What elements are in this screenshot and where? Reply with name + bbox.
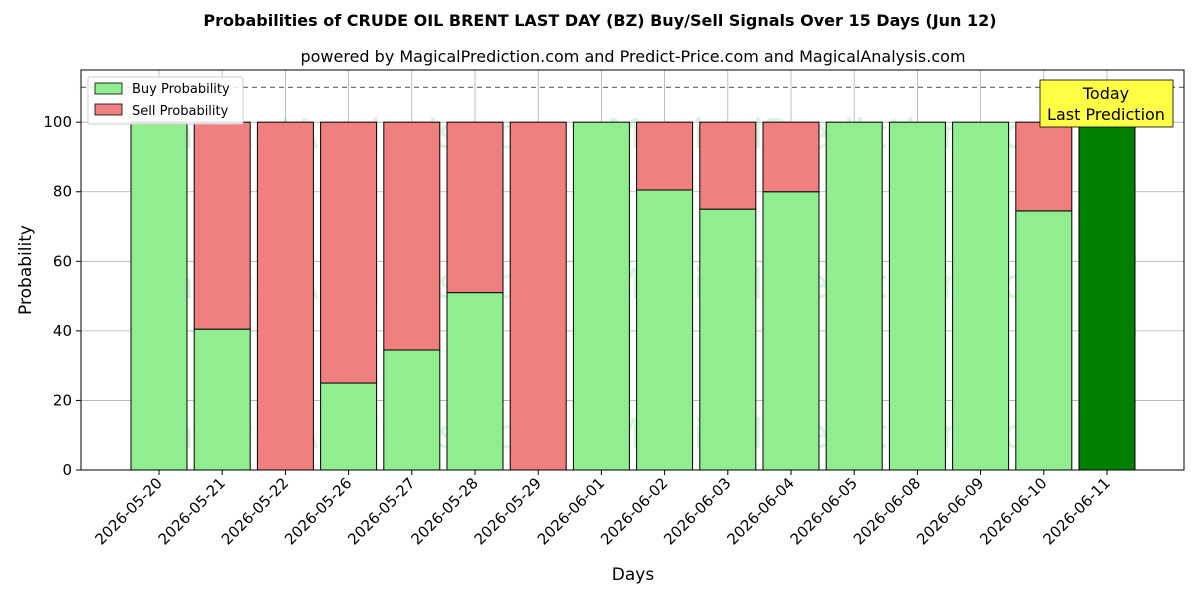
x-tick-label: 2026-06-02: [597, 474, 671, 548]
bar-sell: [320, 121, 378, 384]
x-tick-label: 2026-05-26: [281, 474, 355, 548]
x-axis-ticks: 2026-05-202026-05-212026-05-222026-05-26…: [91, 470, 1114, 548]
bar-sell: [699, 121, 757, 210]
bar-sell: [256, 121, 314, 471]
bar-sell: [762, 121, 820, 193]
x-tick-label: 2026-06-03: [660, 474, 734, 548]
x-tick-label: 2026-06-09: [913, 474, 987, 548]
x-tick-label: 2026-06-01: [534, 474, 608, 548]
x-tick-label: 2026-05-21: [155, 474, 229, 548]
bar-buy: [446, 292, 504, 471]
x-tick-label: 2026-06-04: [723, 474, 797, 548]
annotation-line-1: Today: [1082, 84, 1129, 103]
x-tick-label: 2026-06-08: [850, 474, 924, 548]
bars: [130, 121, 1136, 471]
x-tick-label: 2026-06-11: [1039, 474, 1113, 548]
x-tick-label: 2026-06-10: [976, 474, 1050, 548]
y-axis-label: Probability: [16, 225, 36, 315]
legend: Buy Probability Sell Probability: [87, 76, 244, 125]
x-tick-label: 2026-05-28: [407, 474, 481, 548]
legend-swatch-buy: [94, 82, 123, 95]
bar-buy: [952, 121, 1010, 471]
legend-label-buy: Buy Probability: [132, 82, 230, 97]
bar-buy: [383, 349, 441, 471]
x-tick-label: 2026-05-29: [471, 474, 545, 548]
bar-buy: [193, 328, 251, 471]
annotation-box: [1039, 79, 1174, 128]
bar-sell: [383, 121, 441, 351]
x-axis-label: Days: [612, 565, 655, 585]
chart-title: Probabilities of CRUDE OIL BRENT LAST DA…: [203, 11, 996, 30]
x-tick-label: 2026-06-05: [787, 474, 861, 548]
y-tick-label: 40: [53, 322, 72, 340]
bar-sell: [1015, 121, 1073, 212]
legend-box: [87, 76, 244, 125]
x-tick-label: 2026-05-22: [218, 474, 292, 548]
bar-sell: [509, 121, 567, 471]
y-tick-label: 60: [53, 252, 72, 270]
annotation-line-2: Last Prediction: [1047, 105, 1165, 124]
bar-buy: [636, 189, 694, 471]
bar-buy: [572, 121, 630, 471]
y-tick-label: 0: [62, 461, 72, 479]
y-tick-label: 80: [53, 183, 72, 201]
y-axis-ticks: 0 20 40 60 80 100: [43, 113, 81, 479]
bar-sell: [193, 121, 251, 330]
y-tick-label: 20: [53, 391, 72, 409]
bar-sell: [636, 121, 694, 191]
bar-buy: [762, 191, 820, 471]
bar-buy: [825, 121, 883, 471]
x-tick-label: 2026-05-27: [344, 474, 418, 548]
bar-buy: [320, 382, 378, 471]
y-tick-label: 100: [43, 113, 72, 131]
plot-frame: [80, 69, 1185, 471]
bar-buy: [1078, 121, 1136, 471]
chart-subtitle: powered by MagicalPrediction.com and Pre…: [300, 47, 965, 66]
bar-buy: [888, 121, 946, 471]
bar-buy: [1015, 210, 1073, 471]
x-tick-label: 2026-05-20: [91, 474, 165, 548]
legend-label-sell: Sell Probability: [132, 104, 229, 119]
legend-swatch-sell: [94, 103, 123, 116]
bar-sell: [446, 121, 504, 294]
today-annotation: Today Last Prediction: [1039, 79, 1174, 128]
bar-buy: [699, 208, 757, 471]
bar-buy: [130, 121, 188, 471]
